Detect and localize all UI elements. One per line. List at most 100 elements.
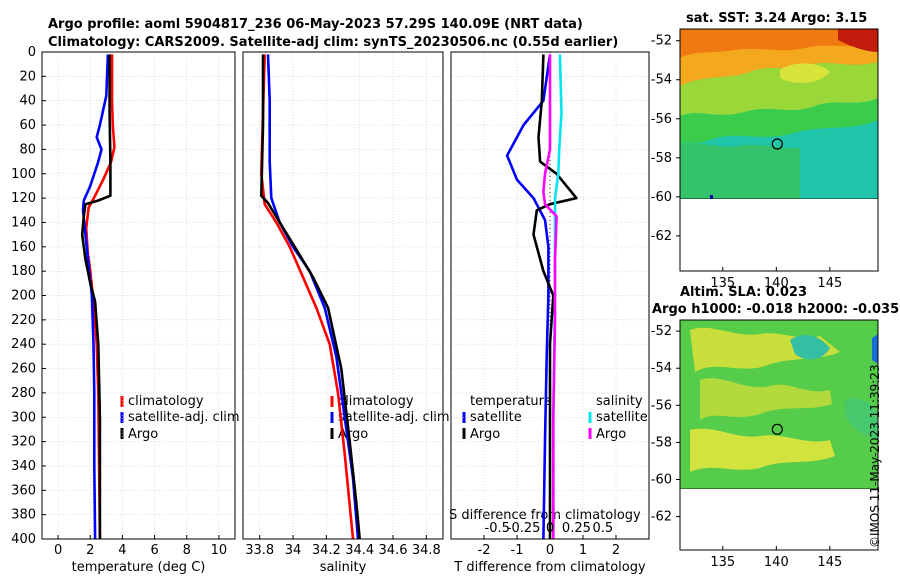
map-y-tick-label: -58: [651, 435, 672, 450]
map-y-tick-label: -52: [651, 324, 672, 339]
sla-map-title-2: Argo h1000: -0.018 h2000: -0.035: [652, 302, 899, 317]
map-x-tick-label: 140: [764, 276, 789, 291]
y-tick-label: 100: [11, 167, 36, 182]
y-tick-label: 400: [11, 532, 36, 547]
x-tick-label: 8: [183, 543, 191, 558]
salinity-x-axis-label: salinity: [320, 560, 367, 575]
series-line-satellite-adj-clim: [266, 54, 360, 540]
map-x-tick-label: 145: [817, 555, 842, 570]
x-tick-label: 2: [612, 543, 620, 558]
x-tick-label: 1: [579, 543, 587, 558]
x-tick-label: 0: [546, 543, 554, 558]
y-tick-label: 220: [11, 313, 36, 328]
legend-label-argo: Argo: [128, 427, 158, 442]
map-y-tick-label: -58: [651, 151, 672, 166]
sst-map-title: sat. SST: 3.24 Argo: 3.15: [686, 11, 867, 26]
map-y-tick-label: -60: [651, 473, 672, 488]
x-tick-label: 33.8: [245, 543, 274, 558]
x-tick-label: 2: [86, 543, 94, 558]
sla-map-field: [680, 320, 878, 489]
y-tick-label: 40: [19, 94, 36, 109]
sla-map-profile-marker: [771, 423, 783, 435]
sst-map-argo-dot: [710, 195, 713, 199]
x-tick-label: 34.4: [345, 543, 374, 558]
map-y-tick-label: -56: [651, 398, 672, 413]
series-line-argo: [260, 54, 361, 540]
sla-map-axes: [679, 319, 879, 551]
y-tick-label: 360: [11, 483, 36, 498]
legend-label-t-argo: Argo: [470, 427, 500, 442]
x-tick-label: 34.2: [312, 543, 341, 558]
y-tick-label: 320: [11, 435, 36, 450]
temperature-x-axis-label: temperature (deg C): [72, 560, 206, 575]
secondary-x-tick-label: -0.5: [485, 521, 510, 536]
y-tick-label: 140: [11, 215, 36, 230]
difference-panel: [450, 51, 650, 540]
legend-title-salinity: salinity: [596, 394, 643, 409]
x-tick-label: 10: [211, 543, 228, 558]
secondary-x-tick-label: -0.25: [507, 521, 541, 536]
series-line-argo: [80, 54, 112, 539]
y-tick-label: 20: [19, 69, 36, 84]
series-line-s-argo: [542, 54, 558, 539]
y-tick-label: 200: [11, 289, 36, 304]
x-tick-label: -1: [511, 543, 524, 558]
x-tick-label: -2: [478, 543, 491, 558]
series-line-climatology: [84, 54, 116, 540]
y-tick-label: 80: [19, 142, 36, 157]
sla-map-title-1: Altim. SLA: 0.023: [680, 285, 807, 300]
series-line-satellite-adj-clim: [81, 54, 110, 540]
title-line-1: Argo profile: aoml 5904817_236 06-May-20…: [48, 17, 583, 32]
sst-map-blank-area: [680, 199, 878, 271]
secondary-x-tick-label: 0: [546, 521, 554, 536]
x-tick-label: 34: [285, 543, 302, 558]
map-y-tick-label: -56: [651, 112, 672, 127]
y-tick-label: 300: [11, 410, 36, 425]
y-tick-label: 240: [11, 337, 36, 352]
map-y-tick-label: -62: [651, 510, 672, 525]
map-y-tick-label: -54: [651, 361, 672, 376]
x-tick-label: 6: [150, 543, 158, 558]
map-y-tick-label: -62: [651, 229, 672, 244]
credit-stamp: ©IMOS 11-May-2023 11:39:23: [868, 364, 882, 548]
y-tick-label: 0: [28, 45, 36, 60]
map-y-tick-label: -60: [651, 190, 672, 205]
map-x-tick-label: 140: [764, 555, 789, 570]
series-line-t-satellite: [505, 54, 552, 540]
x-tick-label: 34.8: [412, 543, 441, 558]
series-line-climatology: [260, 54, 355, 540]
temperature-legend: climatology satellite-adj. clim Argo: [120, 394, 240, 442]
legend-label-climatology: climatology: [338, 394, 414, 409]
y-tick-label: 120: [11, 191, 36, 206]
secondary-x-tick-label: 0.5: [592, 521, 613, 536]
x-tick-label: 0: [54, 543, 62, 558]
sst-map-profile-marker: [771, 138, 783, 150]
title-line-2: Climatology: CARS2009. Satellite-adj cli…: [48, 35, 618, 50]
y-tick-label: 380: [11, 508, 36, 523]
salinity-axes: [242, 51, 444, 540]
legend-title-temperature: temperature: [470, 394, 552, 409]
difference-x-axis-label: T difference from climatology: [453, 560, 646, 575]
y-tick-label: 340: [11, 459, 36, 474]
y-tick-label: 60: [19, 118, 36, 133]
sla-map-blank-area: [680, 489, 878, 550]
y-tick-label: 160: [11, 240, 36, 255]
y-tick-label: 260: [11, 362, 36, 377]
legend-label-climatology: climatology: [128, 394, 204, 409]
map-y-tick-label: -52: [651, 34, 672, 49]
difference-legend: temperature satellite Argo salinity sate…: [449, 394, 648, 523]
map-x-tick-label: 145: [817, 276, 842, 291]
y-tick-label: 280: [11, 386, 36, 401]
map-x-tick-label: 135: [710, 276, 735, 291]
legend-label-s-satellite: satellite: [596, 410, 648, 425]
secondary-x-tick-label: 0.25: [562, 521, 591, 536]
series-line-t-argo: [532, 54, 578, 539]
salinity-panel: [242, 51, 444, 540]
legend-label-s-argo: Argo: [596, 427, 626, 442]
map-y-tick-label: -54: [651, 73, 672, 88]
x-tick-label: 4: [118, 543, 126, 558]
sst-map-axes: [679, 28, 879, 272]
temperature-panel: [41, 51, 236, 540]
x-tick-label: 34.6: [379, 543, 408, 558]
